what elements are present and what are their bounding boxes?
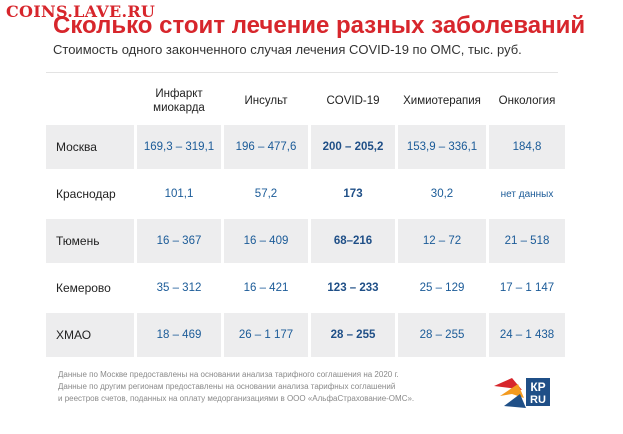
value-cell: 25 – 129 — [419, 282, 465, 294]
kp-logo: КР RU — [494, 378, 550, 408]
header-chemotherapy: Химиотерапия — [403, 95, 481, 108]
value-cell: 18 – 469 — [137, 313, 221, 357]
region-cell: Краснодар — [56, 187, 116, 201]
covid-value-cell: 68–216 — [311, 219, 395, 263]
covid-value-cell: 200 – 205,2 — [311, 125, 395, 169]
value-cell: 169,3 – 319,1 — [137, 125, 221, 169]
value-cell: 196 – 477,6 — [224, 125, 308, 169]
footnote: Данные по Москве предоставлены на основа… — [58, 369, 478, 405]
no-data-cell: нет данных — [500, 188, 554, 200]
logo-bird-orange — [500, 384, 524, 398]
logo-text-top: КР — [530, 380, 545, 394]
cost-table: Инфаркт миокарда Инсульт COVID-19 Химиот… — [46, 82, 565, 357]
value-cell: 16 – 421 — [243, 282, 289, 294]
page-subtitle: Стоимость одного законченного случая леч… — [53, 42, 522, 57]
value-cell: 28 – 255 — [398, 313, 486, 357]
footnote-line: Данные по другим регионам предоставлены … — [58, 382, 396, 391]
header-corner — [46, 82, 134, 122]
page-title: Сколько стоит лечение разных заболеваний — [53, 12, 586, 39]
value-cell: 35 – 312 — [156, 282, 202, 294]
region-cell: Кемерово — [56, 281, 111, 295]
logo-text-bottom: RU — [530, 394, 546, 406]
covid-value-cell: 28 – 255 — [311, 313, 395, 357]
logo-box — [526, 378, 550, 406]
value-cell: 101,1 — [164, 188, 194, 200]
value-cell: 21 – 518 — [489, 219, 565, 263]
value-cell: 184,8 — [489, 125, 565, 169]
region-cell: Тюмень — [46, 219, 134, 263]
region-cell: ХМАО — [46, 313, 134, 357]
value-cell: 57,2 — [254, 188, 278, 200]
value-cell: 30,2 — [430, 188, 454, 200]
header-oncology: Онкология — [498, 95, 556, 108]
value-cell: 16 – 409 — [224, 219, 308, 263]
covid-value-cell: 123 – 233 — [327, 282, 379, 294]
footnote-line: и реестров счетов, поданных на оплату ме… — [58, 394, 415, 403]
header-covid: COVID-19 — [326, 95, 380, 108]
value-cell: 24 – 1 438 — [489, 313, 565, 357]
value-cell: 26 – 1 177 — [224, 313, 308, 357]
region-cell: Москва — [46, 125, 134, 169]
value-cell: 153,9 – 336,1 — [398, 125, 486, 169]
covid-value-cell: 173 — [343, 188, 363, 200]
value-cell: 17 – 1 147 — [499, 282, 555, 294]
watermark-text: COINS.LAVE.RU — [6, 2, 156, 21]
header-infarction: Инфаркт миокарда — [153, 88, 205, 114]
header-stroke: Инсульт — [244, 95, 288, 108]
logo-bird-blue — [504, 394, 526, 408]
divider — [46, 72, 558, 73]
value-cell: 16 – 367 — [137, 219, 221, 263]
footnote-line: Данные по Москве предоставлены на основа… — [58, 370, 399, 379]
value-cell: 12 – 72 — [398, 219, 486, 263]
